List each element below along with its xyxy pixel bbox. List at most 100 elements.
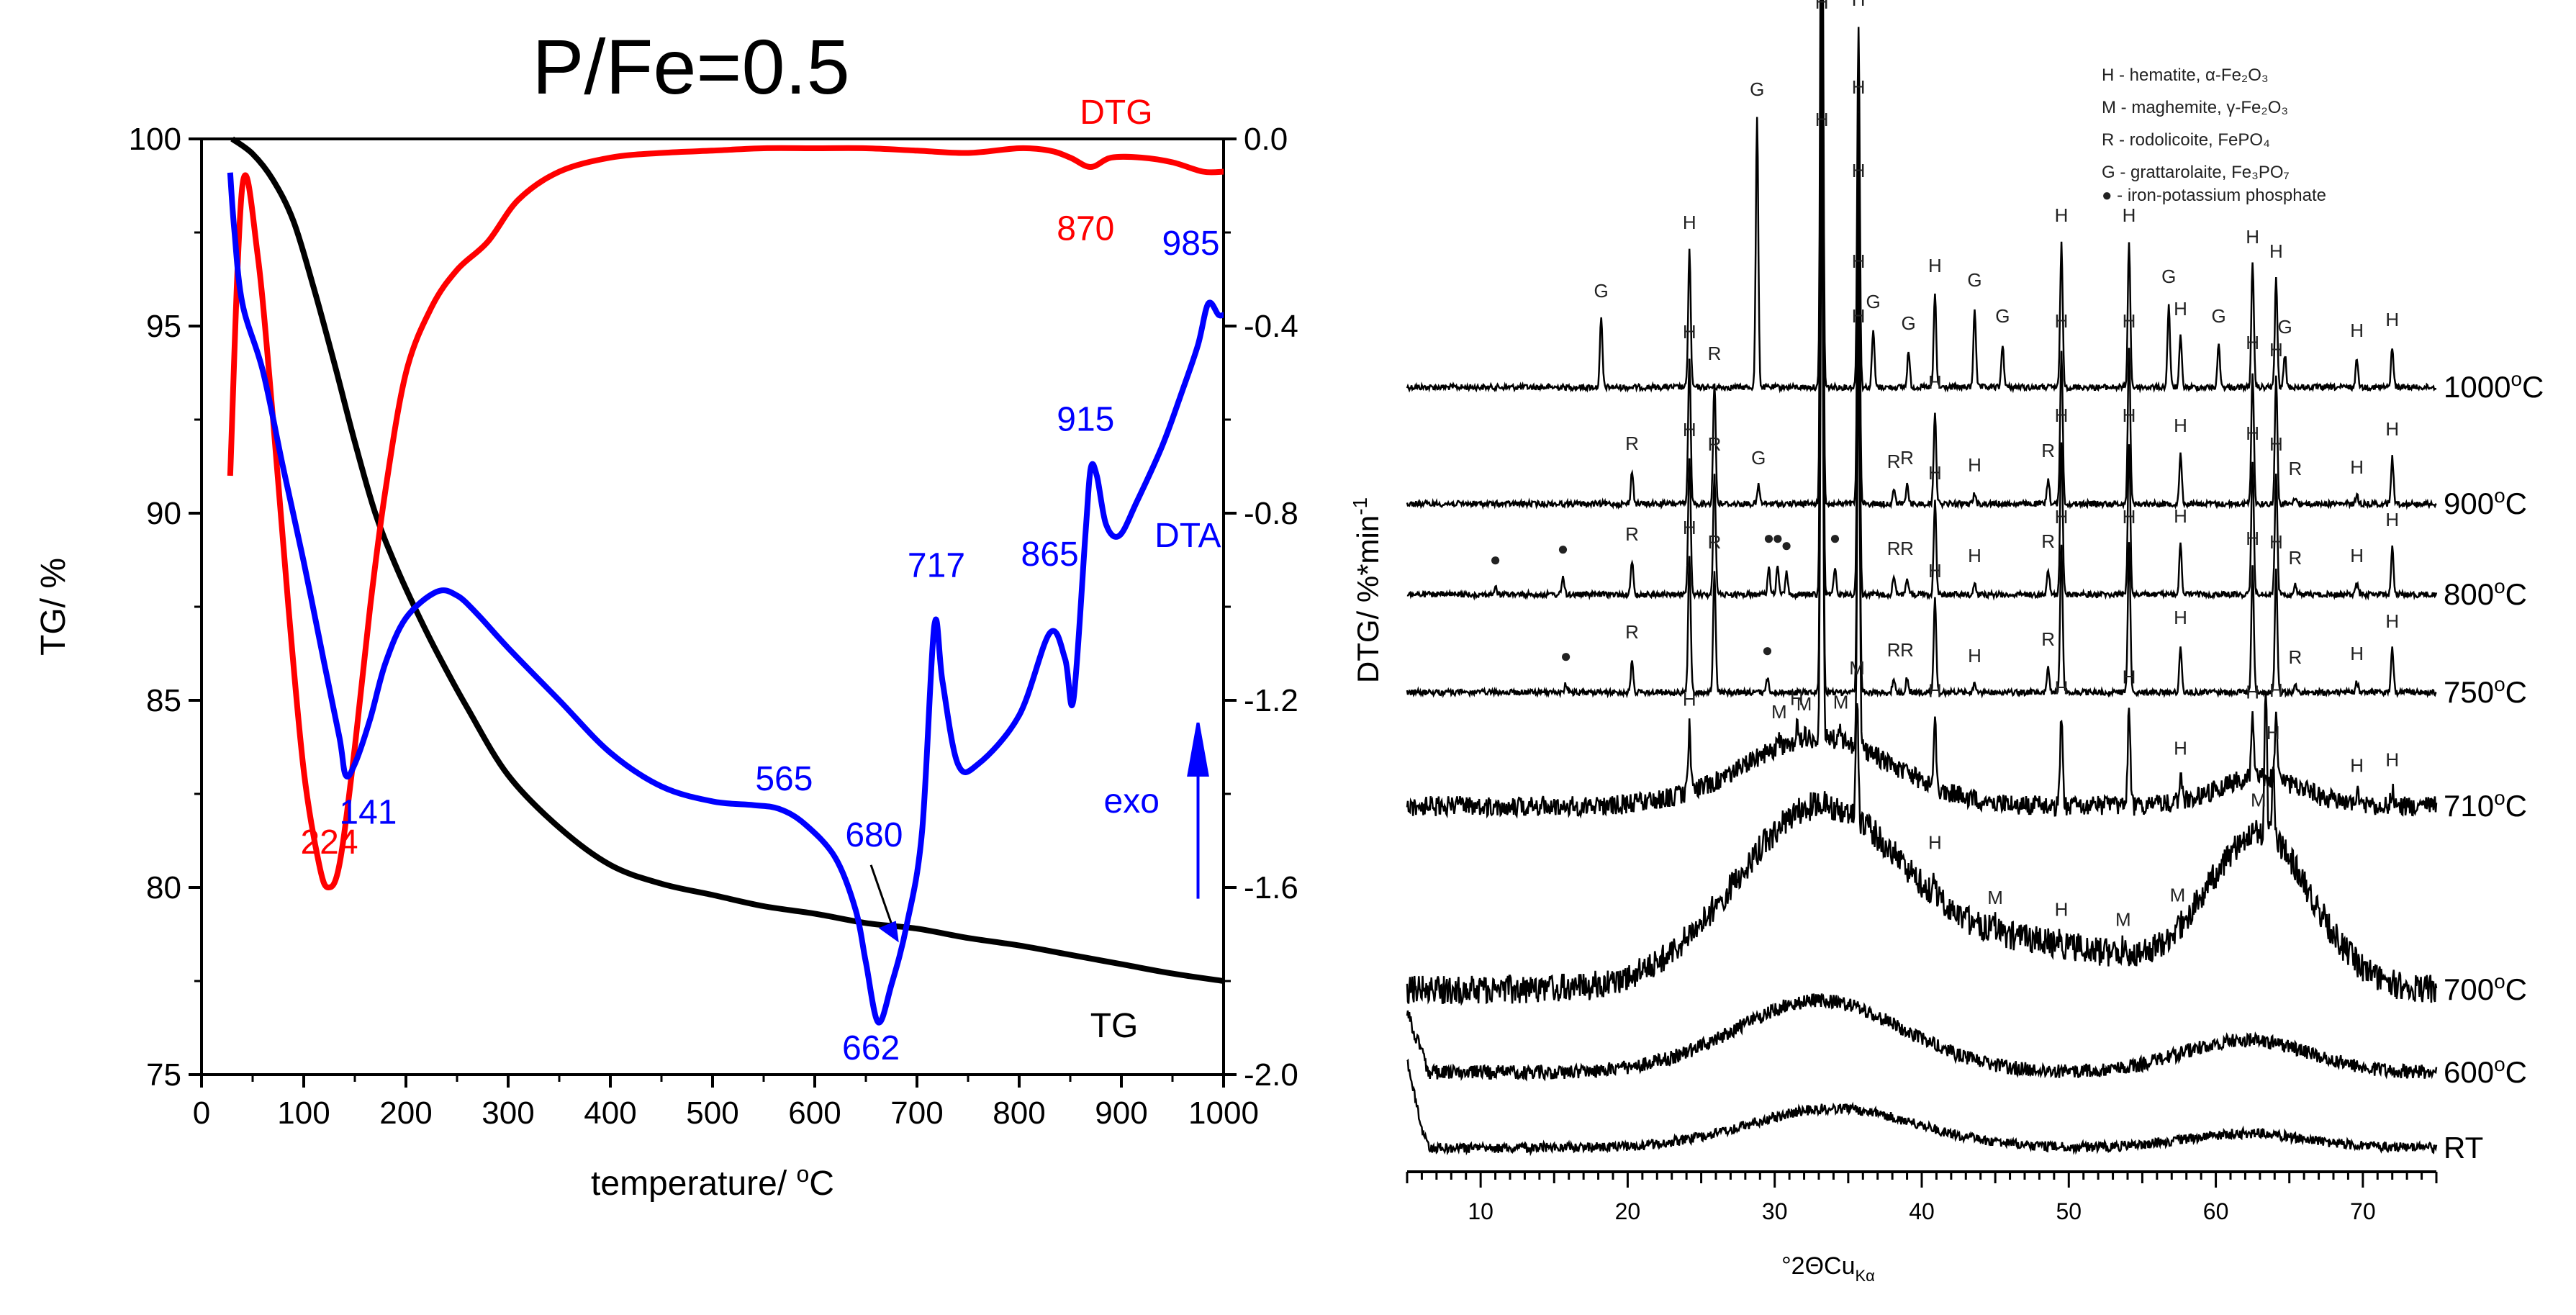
series-dtg-line bbox=[227, 145, 1224, 890]
xrd-peak-marker: H bbox=[2385, 418, 2399, 440]
xrd-label-unit: C bbox=[2505, 487, 2527, 520]
xrd-peak-marker: R bbox=[1887, 639, 1901, 661]
xrd-peak-marker: H bbox=[1852, 0, 1866, 10]
xrd-label-unit: C bbox=[2505, 789, 2527, 823]
xrd-pattern: RHRGHHRRHHRHHHHHRHH900oC bbox=[1406, 0, 2527, 520]
xrd-peak-marker: H bbox=[2246, 226, 2259, 248]
thermal-axes: 0 100 200 300 400 500 600 700 800 900 1000 75 80 85 90… bbox=[129, 122, 1298, 1131]
xrd-peak-marker: ● bbox=[1830, 527, 1841, 548]
xrd-label-degree: o bbox=[2494, 787, 2505, 809]
xrd-peak-marker: H bbox=[2055, 405, 2069, 426]
xrd-peak-marker: ● bbox=[1560, 645, 1572, 666]
xrd-peak-marker: R bbox=[1887, 538, 1901, 559]
xrd-x-axis-label: °2ΘCuKα bbox=[1781, 1252, 1875, 1285]
xrd-peak-marker: H bbox=[1968, 545, 1981, 566]
xrd-peak-marker: ● bbox=[1763, 527, 1775, 548]
xrd-label-degree: o bbox=[2494, 1053, 2505, 1075]
xrd-pattern-trace bbox=[1406, 0, 2438, 601]
xrd-peak-marker: G bbox=[1750, 78, 1764, 100]
y2-tick-label: -0.4 bbox=[1244, 309, 1298, 344]
x-tick-label: 800 bbox=[993, 1095, 1045, 1131]
plot-frame bbox=[200, 137, 1225, 1076]
dtg-peak-870: 870 bbox=[1057, 209, 1114, 248]
chart-title: P/Fe=0.5 bbox=[532, 23, 849, 110]
xrd-peak-marker: H bbox=[1683, 419, 1696, 440]
xrd-chart: DTG/ %*min-1 GHGHHGGHGGHHGHGHHGHH1000oCR… bbox=[1349, 0, 2544, 1285]
xrd-pattern-label: 800oC bbox=[2444, 575, 2527, 611]
xrd-peak-marker: G bbox=[1594, 280, 1609, 302]
x-tick-label: 0 bbox=[193, 1095, 210, 1131]
xrd-pattern-label: RT bbox=[2444, 1131, 2483, 1165]
dta-peak-141: 141 bbox=[339, 794, 397, 832]
y2-tick-label: -1.2 bbox=[1244, 683, 1298, 718]
xrd-peak-marker: H bbox=[2269, 240, 2283, 262]
exo-label: exo bbox=[1104, 782, 1160, 821]
xrd-tick-label: 40 bbox=[1909, 1198, 1935, 1224]
xrd-peak-marker: R bbox=[1900, 447, 1914, 469]
x-tick-label: 500 bbox=[686, 1095, 738, 1131]
xrd-peak-marker: H bbox=[2123, 666, 2136, 688]
xrd-tick-label: 60 bbox=[2203, 1198, 2229, 1224]
series-dta-line bbox=[227, 172, 1225, 1026]
xrd-pattern-label: 700oC bbox=[2444, 970, 2527, 1006]
xrd-peak-marker: H bbox=[2385, 509, 2399, 530]
xrd-peak-marker: R bbox=[1708, 531, 1722, 553]
xrd-peak-marker: H bbox=[2350, 320, 2364, 341]
dtg-peak-224: 224 bbox=[300, 823, 358, 862]
xrd-pattern-label: 600oC bbox=[2444, 1053, 2527, 1089]
xrd-pattern-trace bbox=[1406, 0, 2437, 510]
xrd-patterns: GHGHHGGHGGHHGHGHHGHH1000oCRHRGHHRRHHRHHH… bbox=[1406, 0, 2544, 1165]
legend-grattarolaite: G - grattarolaite, Fe₃PO₇ bbox=[2102, 163, 2290, 182]
xrd-peak-marker: G bbox=[1995, 305, 2010, 327]
xrd-pattern-label: 900oC bbox=[2444, 484, 2527, 520]
xrd-peak-marker: H bbox=[2123, 310, 2136, 332]
legend-rodolicoite: R - rodolicoite, FePO₄ bbox=[2102, 130, 2270, 150]
xrd-peak-marker: H bbox=[2246, 528, 2259, 549]
xrd-peak-marker: H bbox=[2269, 679, 2283, 701]
xrd-peak-marker: R bbox=[1708, 343, 1722, 364]
dta-peak-662: 662 bbox=[842, 1029, 900, 1067]
xrd-label-degree: o bbox=[2494, 970, 2505, 993]
xrd-peak-marker: H bbox=[2174, 415, 2187, 436]
exo-arrow bbox=[1187, 722, 1209, 899]
dta-peak-680: 680 bbox=[845, 816, 903, 854]
xrd-peak-marker: H bbox=[2123, 506, 2136, 528]
xrd-peak-marker: H bbox=[1815, 0, 1829, 13]
thermal-series bbox=[227, 136, 1225, 1026]
xrd-peak-marker: H bbox=[2350, 643, 2364, 664]
y2-tick-label: -2.0 bbox=[1244, 1057, 1298, 1093]
xrd-label-number: 600 bbox=[2444, 1055, 2494, 1089]
y-tick-label: 80 bbox=[146, 870, 181, 905]
xrd-label-unit: C bbox=[2522, 370, 2544, 404]
xrd-peak-marker: R bbox=[2041, 440, 2055, 461]
dtg-series-label: DTG bbox=[1080, 94, 1152, 132]
xrd-peak-marker: H bbox=[1683, 517, 1696, 538]
xrd-peak-marker: R bbox=[2288, 646, 2302, 668]
xrd-label-number: RT bbox=[2444, 1131, 2483, 1165]
xrd-peak-marker: H bbox=[1852, 76, 1866, 98]
xrd-legend: H - hematite, α-Fe₂O₃ M - maghemite, γ-F… bbox=[2102, 65, 2326, 205]
dta-peak-565: 565 bbox=[755, 760, 813, 798]
xrd-pattern-trace bbox=[1406, 0, 2436, 394]
xrd-pattern: RT bbox=[1406, 1058, 2483, 1165]
xrd-peak-marker: H bbox=[2174, 738, 2187, 759]
xrd-peak-marker: H bbox=[2055, 204, 2069, 226]
xrd-peak-marker: H bbox=[1928, 371, 1942, 393]
xrd-label-unit: C bbox=[2505, 577, 2527, 611]
xrd-peak-marker: G bbox=[2212, 305, 2226, 327]
x-tick-label: 200 bbox=[379, 1095, 432, 1131]
legend-hematite: H - hematite, α-Fe₂O₃ bbox=[2102, 65, 2269, 85]
xrd-peak-marker: H bbox=[1852, 305, 1866, 327]
xrd-label-degree: o bbox=[2511, 368, 2522, 390]
xrd-peak-marker: H bbox=[1852, 160, 1866, 181]
xrd-peak-marker: R bbox=[1625, 621, 1639, 643]
xrd-peak-marker: H bbox=[2055, 310, 2069, 332]
x-tick-label: 400 bbox=[584, 1095, 636, 1131]
xrd-pattern-trace bbox=[1406, 692, 2438, 1006]
xrd-peak-marker: G bbox=[1901, 312, 1915, 334]
xrd-peak-marker: G bbox=[2161, 266, 2176, 287]
y-tick-label: 85 bbox=[146, 683, 181, 718]
xrd-peak-marker: R bbox=[2288, 547, 2302, 569]
